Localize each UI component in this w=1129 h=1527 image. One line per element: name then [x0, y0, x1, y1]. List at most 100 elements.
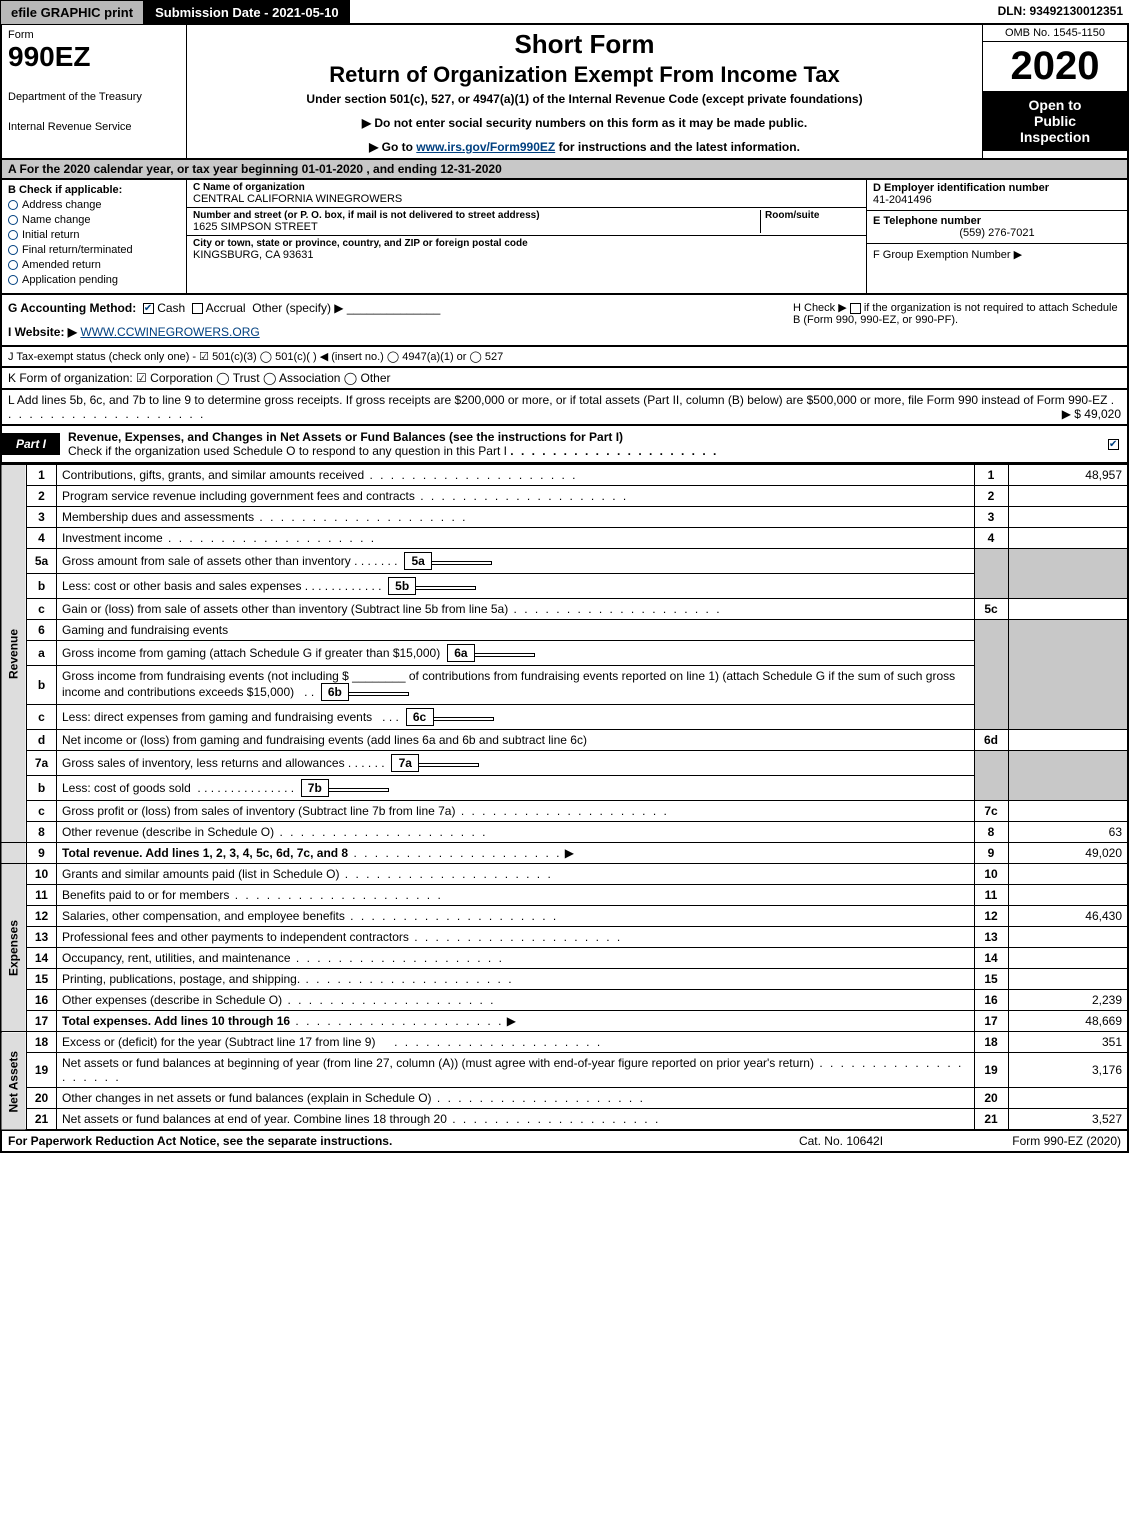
- l15-desc: Printing, publications, postage, and shi…: [57, 969, 975, 990]
- l8-num: 8: [974, 822, 1008, 843]
- l10-no: 10: [27, 864, 57, 885]
- cb-address-change[interactable]: Address change: [8, 199, 180, 211]
- l17-amt: 48,669: [1008, 1011, 1128, 1032]
- form-word: Form: [8, 29, 180, 41]
- ein-label: D Employer identification number: [873, 182, 1121, 194]
- l13-desc: Professional fees and other payments to …: [57, 927, 975, 948]
- l5c-desc: Gain or (loss) from sale of assets other…: [57, 599, 975, 620]
- row-k-form-org: K Form of organization: ☑ Corporation ◯ …: [0, 368, 1129, 390]
- form-header: Form 990EZ Department of the Treasury In…: [0, 25, 1129, 160]
- l6-desc: Gaming and fundraising events: [57, 620, 975, 641]
- short-form-title: Short Form: [197, 29, 972, 60]
- schedule-o-checkbox[interactable]: [1108, 439, 1119, 450]
- l15-num: 15: [974, 969, 1008, 990]
- h-checkbox[interactable]: [850, 303, 861, 314]
- l9-num: 9: [974, 843, 1008, 864]
- omb-number: OMB No. 1545-1150: [983, 25, 1127, 42]
- l7c-amt: [1008, 801, 1128, 822]
- submission-date-button[interactable]: Submission Date - 2021-05-10: [144, 0, 350, 25]
- l12-num: 12: [974, 906, 1008, 927]
- footer-left: For Paperwork Reduction Act Notice, see …: [8, 1134, 741, 1148]
- l6c-desc: Less: direct expenses from gaming and fu…: [57, 705, 975, 730]
- l19-amt: 3,176: [1008, 1053, 1128, 1088]
- efile-button[interactable]: efile GRAPHIC print: [0, 0, 144, 25]
- page-footer: For Paperwork Reduction Act Notice, see …: [0, 1131, 1129, 1153]
- l17-num: 17: [974, 1011, 1008, 1032]
- side-rev-end: [1, 843, 27, 864]
- cb-label: Application pending: [22, 274, 118, 286]
- tel-label: E Telephone number: [873, 215, 1121, 227]
- l-amount: ▶ $ 49,020: [1062, 407, 1121, 421]
- cb-label: Final return/terminated: [22, 244, 133, 256]
- col-b-checkboxes: B Check if applicable: Address change Na…: [2, 180, 187, 293]
- row-l-gross-receipts: L Add lines 5b, 6c, and 7b to line 9 to …: [0, 390, 1129, 426]
- cb-label: Address change: [22, 199, 102, 211]
- l13-num: 13: [974, 927, 1008, 948]
- open3: Inspection: [987, 129, 1123, 145]
- part-1-subtitle: Check if the organization used Schedule …: [68, 444, 507, 458]
- cb-initial-return[interactable]: Initial return: [8, 229, 180, 241]
- cb-label: Amended return: [22, 259, 101, 271]
- l12-desc: Salaries, other compensation, and employ…: [57, 906, 975, 927]
- l6d-amt: [1008, 730, 1128, 751]
- l20-num: 20: [974, 1088, 1008, 1109]
- cb-final-return[interactable]: Final return/terminated: [8, 244, 180, 256]
- top-bar: efile GRAPHIC print Submission Date - 20…: [0, 0, 1129, 25]
- l6d-desc: Net income or (loss) from gaming and fun…: [57, 730, 975, 751]
- l6b-desc: Gross income from fundraising events (no…: [57, 666, 975, 705]
- l14-desc: Occupancy, rent, utilities, and maintena…: [57, 948, 975, 969]
- goto-note: ▶ Go to www.irs.gov/Form990EZ for instru…: [197, 140, 972, 154]
- website-link[interactable]: WWW.CCWINEGROWERS.ORG: [80, 325, 259, 339]
- l14-no: 14: [27, 948, 57, 969]
- cb-name-change[interactable]: Name change: [8, 214, 180, 226]
- g-accrual-checkbox[interactable]: [192, 303, 203, 314]
- l21-no: 21: [27, 1109, 57, 1131]
- l15-no: 15: [27, 969, 57, 990]
- g-cash-checkbox[interactable]: [143, 303, 154, 314]
- l16-no: 16: [27, 990, 57, 1011]
- l18-num: 18: [974, 1032, 1008, 1053]
- l5ab-amt-grey: [1008, 549, 1128, 599]
- col-b-header: B Check if applicable:: [8, 184, 180, 196]
- footer-form-ref: Form 990-EZ (2020): [941, 1134, 1121, 1148]
- col-c-name-address: C Name of organization CENTRAL CALIFORNI…: [187, 180, 867, 293]
- l7a-desc: Gross sales of inventory, less returns a…: [57, 751, 975, 776]
- l18-desc: Excess or (deficit) for the year (Subtra…: [57, 1032, 975, 1053]
- room-suite-label: Room/suite: [765, 210, 860, 221]
- l10-num: 10: [974, 864, 1008, 885]
- l5a-no: 5a: [27, 549, 57, 574]
- cb-application-pending[interactable]: Application pending: [8, 274, 180, 286]
- l13-amt: [1008, 927, 1128, 948]
- l11-no: 11: [27, 885, 57, 906]
- l7b-desc: Less: cost of goods sold . . . . . . . .…: [57, 776, 975, 801]
- g-label: G Accounting Method:: [8, 301, 136, 315]
- l20-desc: Other changes in net assets or fund bala…: [57, 1088, 975, 1109]
- l6a-desc: Gross income from gaming (attach Schedul…: [57, 641, 975, 666]
- part-1-title-text: Revenue, Expenses, and Changes in Net As…: [68, 430, 623, 444]
- l20-no: 20: [27, 1088, 57, 1109]
- l6-amt-grey: [1008, 620, 1128, 730]
- l1-num: 1: [974, 465, 1008, 486]
- l10-amt: [1008, 864, 1128, 885]
- form-number: 990EZ: [8, 41, 180, 73]
- lines-table: Revenue 1 Contributions, gifts, grants, …: [0, 464, 1129, 1131]
- l9-desc: Total revenue. Add lines 1, 2, 3, 4, 5c,…: [57, 843, 975, 864]
- l6b-no: b: [27, 666, 57, 705]
- part-1-title: Revenue, Expenses, and Changes in Net As…: [60, 426, 1100, 462]
- l3-num: 3: [974, 507, 1008, 528]
- l19-no: 19: [27, 1053, 57, 1088]
- l6-num-grey: [974, 620, 1008, 730]
- g-other-label: Other (specify) ▶: [252, 301, 343, 315]
- l14-num: 14: [974, 948, 1008, 969]
- goto-post: for instructions and the latest informat…: [555, 140, 800, 154]
- l8-no: 8: [27, 822, 57, 843]
- irs-link[interactable]: www.irs.gov/Form990EZ: [416, 140, 555, 154]
- l3-amt: [1008, 507, 1128, 528]
- cb-amended-return[interactable]: Amended return: [8, 259, 180, 271]
- l10-desc: Grants and similar amounts paid (list in…: [57, 864, 975, 885]
- side-expenses: Expenses: [1, 864, 27, 1032]
- l16-num: 16: [974, 990, 1008, 1011]
- footer-cat-no: Cat. No. 10642I: [741, 1134, 941, 1148]
- side-revenue: Revenue: [1, 465, 27, 843]
- l9-amt: 49,020: [1008, 843, 1128, 864]
